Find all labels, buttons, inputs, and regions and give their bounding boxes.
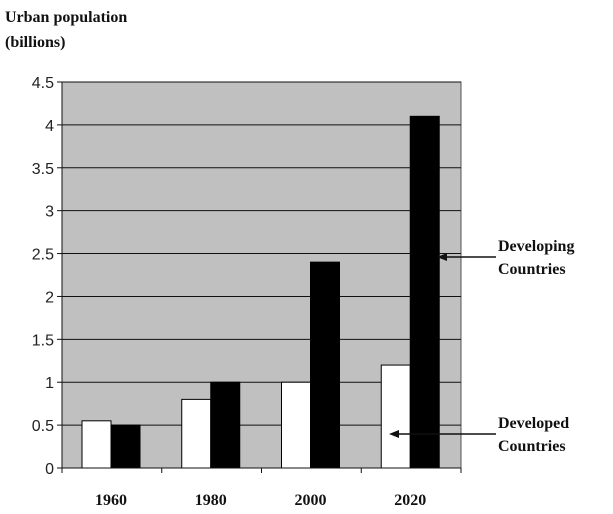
y-axis-label-line: (billions)	[5, 34, 65, 51]
bar-developed-countries-2000	[281, 381, 311, 469]
bar-developing-countries-1960	[110, 424, 141, 469]
annotations: Developing Countries Developed Countries	[389, 238, 574, 455]
x-tick-label: 2000	[295, 492, 327, 509]
y-tick-label: 1	[45, 375, 54, 392]
y-axis-label-line: Urban population	[5, 9, 127, 26]
bar-developed-countries-1960	[81, 420, 112, 469]
bar-developed-countries-1980	[181, 398, 212, 469]
y-tick-label: 2	[45, 289, 54, 306]
annotation-label-line: Countries	[498, 438, 566, 455]
annotation-label-line: Countries	[498, 261, 566, 278]
y-tick-label: 3	[45, 204, 54, 221]
y-tick-label: 2.5	[32, 247, 54, 264]
bar-developing-countries-1980	[210, 381, 241, 469]
x-tick-label: 1980	[195, 492, 227, 509]
y-axis-label: Urban population (billions)	[5, 9, 127, 51]
bar-developed-countries-2020	[380, 364, 411, 469]
bars	[81, 115, 440, 469]
annotation-arrow-head	[389, 430, 399, 438]
annotation-arrow-head	[437, 253, 447, 261]
y-tick-label: 3.5	[32, 161, 54, 178]
x-tick-label: 1960	[95, 492, 127, 509]
annotation-label-line: Developing	[498, 238, 574, 255]
bar-developing-countries-2020	[409, 115, 440, 469]
bar-developing-countries-2000	[310, 261, 340, 469]
y-tick-label: 4	[45, 118, 54, 135]
y-tick-label: 0	[45, 461, 54, 478]
y-tick-label: 1.5	[32, 332, 54, 349]
y-tick-label: 4.5	[32, 75, 54, 92]
x-axis: 1960 1980 2000 2020	[61, 467, 462, 509]
y-tick-label: 0.5	[32, 418, 54, 435]
y-axis: 0 0.5 1 1.5 2 2.5 3 3.5 4 4.5	[32, 75, 63, 478]
annotation-label-line: Developed	[498, 415, 569, 432]
x-tick-label: 2020	[394, 492, 426, 509]
